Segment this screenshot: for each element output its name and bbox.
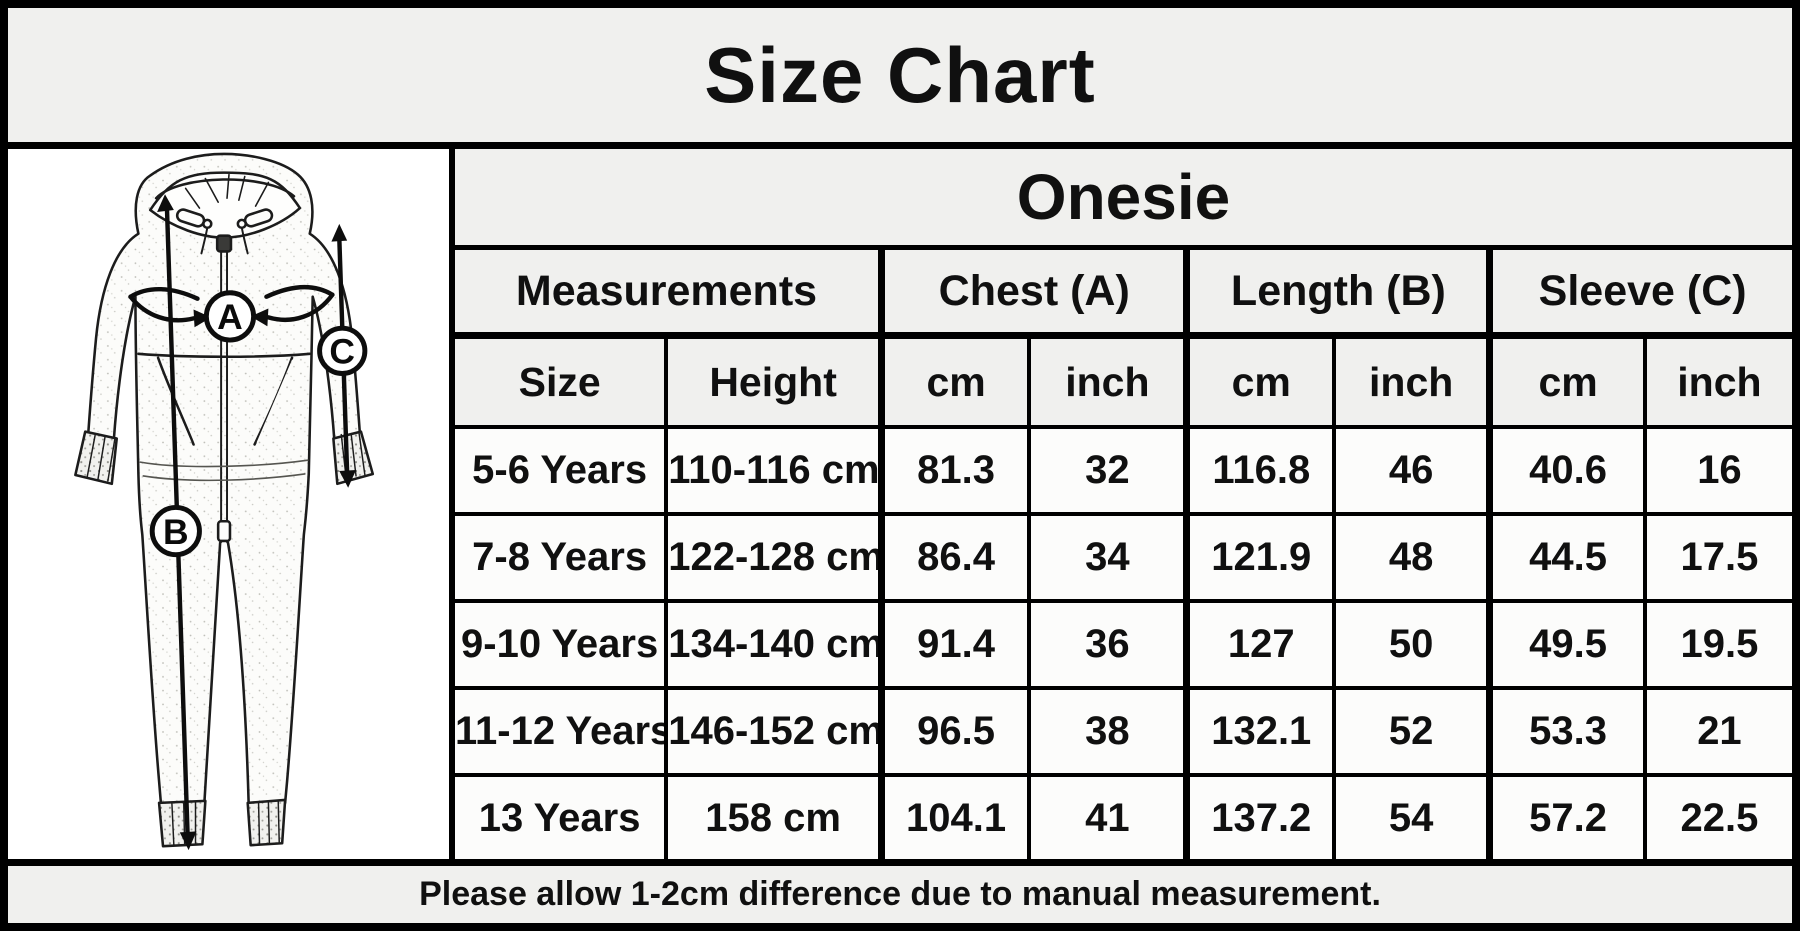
table-row: 9-10 Years 134-140 cm 91.4 36 127 50 49.…: [455, 599, 1792, 691]
length-inch-cell: 54: [1332, 773, 1492, 859]
chest-inch-cell: 38: [1027, 686, 1189, 778]
main-area: A B C: [8, 149, 1792, 859]
sleeve-inch-cell: 16: [1642, 424, 1792, 517]
label-b: B: [149, 504, 202, 558]
col-length-cm: cm: [1183, 333, 1337, 429]
length-label: B: [163, 512, 189, 552]
title-banner: Size Chart: [8, 8, 1792, 149]
size-cell: 11-12 Years: [455, 686, 669, 778]
size-cell: 13 Years: [455, 773, 669, 859]
length-cm-cell: 132.1: [1183, 686, 1337, 778]
col-sleeve-cm: cm: [1486, 333, 1647, 429]
size-cell: 7-8 Years: [455, 512, 669, 604]
chest-cm-cell: 86.4: [877, 512, 1032, 604]
footer-note-bar: Please allow 1-2cm difference due to man…: [8, 859, 1792, 923]
sleeve-inch-cell: 19.5: [1642, 599, 1792, 691]
size-cell: 5-6 Years: [455, 424, 669, 517]
length-cm-cell: 121.9: [1183, 512, 1337, 604]
chest-cm-cell: 91.4: [877, 599, 1032, 691]
size-table: Onesie Measurements Chest (A) Length (B)…: [455, 149, 1792, 859]
sub-header-row: Size Height cm inch cm inch cm inch: [455, 333, 1792, 429]
sleeve-cm-cell: 53.3: [1486, 686, 1647, 778]
sleeve-cm-cell: 57.2: [1486, 773, 1647, 859]
height-cell: 122-128 cm: [664, 512, 884, 604]
chest-cm-cell: 104.1: [877, 773, 1032, 859]
chest-arrow: [128, 285, 335, 328]
label-a: A: [203, 290, 257, 343]
sleeve-inch-cell: 17.5: [1642, 512, 1792, 604]
chest-cm-cell: 96.5: [877, 686, 1032, 778]
chest-label: A: [217, 297, 243, 337]
sleeve-inch-cell: 21: [1642, 686, 1792, 778]
size-table-wrap: Onesie Measurements Chest (A) Length (B)…: [455, 149, 1792, 859]
col-group-chest: Chest (A): [877, 245, 1189, 339]
chest-inch-cell: 32: [1027, 424, 1189, 517]
table-row: 7-8 Years 122-128 cm 86.4 34 121.9 48 44…: [455, 512, 1792, 604]
col-group-measurements: Measurements: [455, 245, 884, 339]
product-header-row: Onesie: [455, 149, 1792, 250]
length-inch-cell: 46: [1332, 424, 1492, 517]
col-group-length: Length (B): [1183, 245, 1492, 339]
col-height: Height: [664, 333, 884, 429]
sleeve-inch-cell: 22.5: [1642, 773, 1792, 859]
col-sleeve-inch: inch: [1642, 333, 1792, 429]
column-group-row: Measurements Chest (A) Length (B) Sleeve…: [455, 245, 1792, 339]
page-title: Size Chart: [704, 30, 1096, 119]
chest-inch-cell: 36: [1027, 599, 1189, 691]
length-cm-cell: 127: [1183, 599, 1337, 691]
sleeve-label: C: [329, 332, 355, 372]
length-cm-cell: 137.2: [1183, 773, 1337, 859]
onesie-diagram: A B C: [8, 149, 455, 859]
table-row: 11-12 Years 146-152 cm 96.5 38 132.1 52 …: [455, 686, 1792, 778]
chest-inch-cell: 34: [1027, 512, 1189, 604]
sleeve-cm-cell: 44.5: [1486, 512, 1647, 604]
footer-note: Please allow 1-2cm difference due to man…: [419, 875, 1381, 913]
sleeve-cm-cell: 40.6: [1486, 424, 1647, 517]
chest-inch-cell: 41: [1027, 773, 1189, 859]
garment-outline: [74, 152, 375, 848]
height-cell: 146-152 cm: [664, 686, 884, 778]
length-inch-cell: 50: [1332, 599, 1492, 691]
col-chest-cm: cm: [877, 333, 1032, 429]
chest-cm-cell: 81.3: [877, 424, 1032, 517]
height-cell: 158 cm: [664, 773, 884, 859]
table-title: Onesie: [455, 149, 1792, 250]
length-cm-cell: 116.8: [1183, 424, 1337, 517]
table-row: 5-6 Years 110-116 cm 81.3 32 116.8 46 40…: [455, 424, 1792, 517]
length-inch-cell: 48: [1332, 512, 1492, 604]
size-cell: 9-10 Years: [455, 599, 669, 691]
col-length-inch: inch: [1332, 333, 1492, 429]
length-inch-cell: 52: [1332, 686, 1492, 778]
col-size: Size: [455, 333, 669, 429]
table-row: 13 Years 158 cm 104.1 41 137.2 54 57.2 2…: [455, 773, 1792, 859]
col-group-sleeve: Sleeve (C): [1486, 245, 1792, 339]
onesie-line-drawing: A B C: [74, 152, 375, 851]
label-c: C: [317, 325, 368, 376]
height-cell: 134-140 cm: [664, 599, 884, 691]
col-chest-inch: inch: [1027, 333, 1189, 429]
height-cell: 110-116 cm: [664, 424, 884, 517]
sleeve-cm-cell: 49.5: [1486, 599, 1647, 691]
